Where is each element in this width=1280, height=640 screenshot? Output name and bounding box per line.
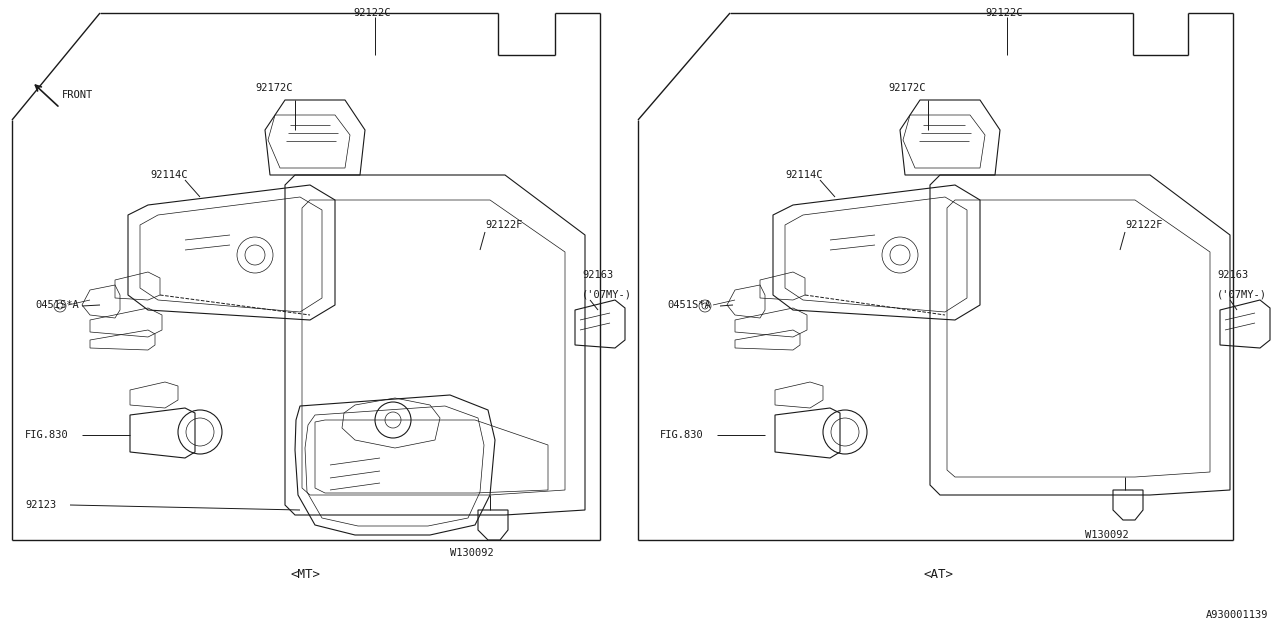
- Text: 92122C: 92122C: [353, 8, 390, 18]
- Text: <MT>: <MT>: [291, 568, 320, 581]
- Text: 92163: 92163: [1217, 270, 1248, 280]
- Text: 92163: 92163: [582, 270, 613, 280]
- Text: 92122F: 92122F: [1125, 220, 1162, 230]
- Text: 92123: 92123: [26, 500, 56, 510]
- Text: ('07MY-): ('07MY-): [582, 289, 632, 299]
- Text: 92122F: 92122F: [485, 220, 522, 230]
- Text: FIG.830: FIG.830: [660, 430, 704, 440]
- Text: FIG.830: FIG.830: [26, 430, 69, 440]
- Text: W130092: W130092: [451, 548, 494, 558]
- Text: A930001139: A930001139: [1206, 610, 1268, 620]
- Text: 92122C: 92122C: [986, 8, 1023, 18]
- Text: 92114C: 92114C: [785, 170, 823, 180]
- Text: 92172C: 92172C: [888, 83, 925, 93]
- Text: FRONT: FRONT: [61, 90, 93, 100]
- Text: <AT>: <AT>: [923, 568, 954, 581]
- Text: 92172C: 92172C: [255, 83, 293, 93]
- Text: 0451S*A: 0451S*A: [667, 300, 710, 310]
- Text: 92114C: 92114C: [150, 170, 187, 180]
- Text: W130092: W130092: [1085, 530, 1129, 540]
- Text: 0451S*A: 0451S*A: [35, 300, 79, 310]
- Text: ('07MY-): ('07MY-): [1217, 289, 1267, 299]
